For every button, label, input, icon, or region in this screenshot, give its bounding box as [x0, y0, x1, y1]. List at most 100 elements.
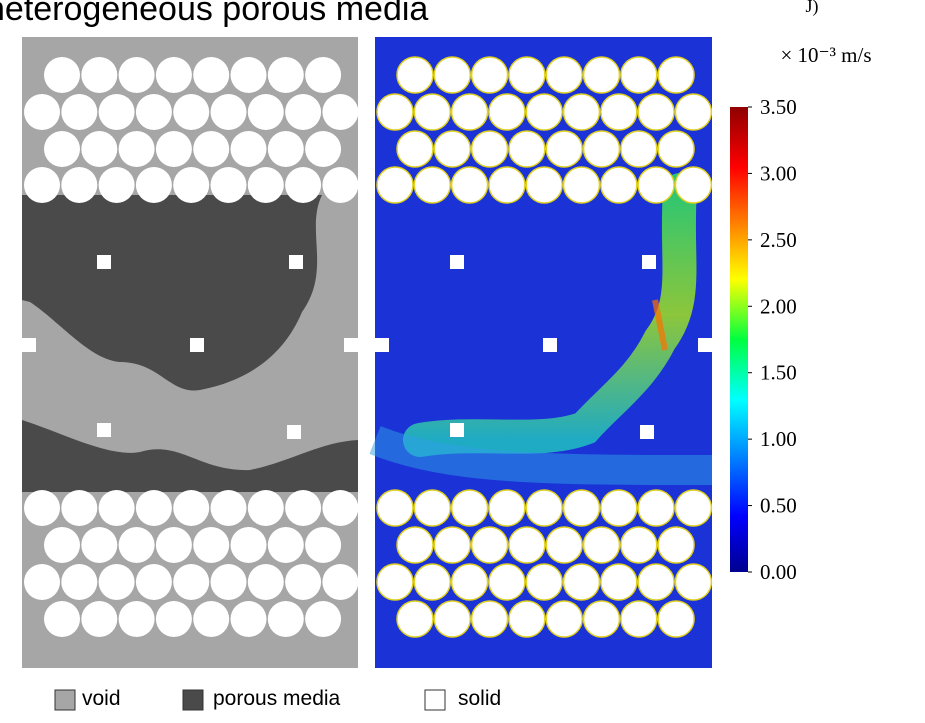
solid-grain [525, 489, 563, 527]
flow-low [369, 426, 713, 485]
solid-grain [450, 93, 489, 131]
solid-grain [135, 94, 172, 130]
left-panel [22, 37, 359, 668]
solid-grain [81, 57, 118, 93]
solid-grain [173, 564, 210, 600]
solid-grain [396, 600, 434, 638]
solid-grain [674, 563, 713, 601]
solid-grain [637, 166, 675, 204]
solid-grain [24, 564, 60, 600]
solid-grain [582, 600, 621, 638]
solid-grain [413, 489, 452, 527]
solid-grain [376, 563, 414, 601]
solid-grain [135, 167, 172, 203]
solid-grain [508, 526, 546, 564]
solid-grain [61, 490, 98, 526]
solid-grain [118, 601, 155, 637]
solid-grain [508, 56, 546, 94]
solid-grain [81, 601, 118, 637]
solid-grain [61, 94, 98, 130]
solid-grain [488, 563, 526, 601]
solid-grain [470, 130, 509, 168]
solid-grain [396, 56, 434, 94]
legend-swatch [182, 689, 204, 711]
solid-grain [24, 167, 60, 203]
legend-label: solid [458, 687, 501, 710]
solid-grain [674, 93, 713, 131]
solid-grain [155, 57, 192, 93]
solid-grain [267, 131, 304, 167]
solid-grain [562, 166, 601, 204]
solid-grain [562, 489, 601, 527]
solid-grain [44, 131, 80, 167]
colorbar-tick-label: 0.50 [760, 494, 797, 518]
solid-grain [44, 57, 80, 93]
solid-block [287, 425, 301, 439]
solid-grain [230, 601, 267, 637]
solid-grain [582, 130, 621, 168]
side-notch [375, 338, 389, 352]
solid-grain [637, 563, 675, 601]
solid-grain [637, 489, 675, 527]
solid-grain [305, 601, 342, 637]
solid-grain [396, 526, 434, 564]
solid-grain [98, 167, 135, 203]
solid-grain [545, 56, 583, 94]
solid-grain [322, 564, 359, 600]
solid-grain [488, 93, 526, 131]
solid-block [450, 255, 464, 269]
solid-grain [620, 600, 658, 638]
legend-label: porous media [213, 687, 341, 710]
solid-grain [674, 489, 713, 527]
solid-grain [674, 166, 713, 204]
solid-grain [267, 57, 304, 93]
solid-grain [600, 93, 638, 131]
solid-grain [582, 56, 621, 94]
solid-grain [562, 563, 601, 601]
solid-block [97, 423, 111, 437]
solid-block [640, 425, 654, 439]
solid-grain [230, 131, 267, 167]
solid-grain [193, 601, 230, 637]
solid-grain [376, 489, 414, 527]
solid-grain [545, 600, 583, 638]
solid-grain [525, 563, 563, 601]
solid-grain [193, 57, 230, 93]
solid-grain [525, 93, 563, 131]
solid-grain [193, 527, 230, 563]
solid-grain [413, 563, 452, 601]
solid-grain [247, 564, 284, 600]
colorbar-tick-label: 2.00 [760, 294, 797, 318]
solid-grain [210, 94, 247, 130]
title: heterogeneous porous media [0, 0, 428, 28]
solid-grain [508, 600, 546, 638]
solid-grain [582, 526, 621, 564]
solid-grain [322, 490, 359, 526]
solid-grain [450, 489, 489, 527]
solid-grain [24, 94, 60, 130]
side-notch [344, 338, 358, 352]
solid-grain [600, 489, 638, 527]
solid-grain [657, 526, 695, 564]
solid-grain [230, 527, 267, 563]
solid-grain [155, 601, 192, 637]
solid-grain [267, 527, 304, 563]
solid-grain [657, 56, 695, 94]
solid-grain [433, 526, 472, 564]
solid-grain [488, 166, 526, 204]
colorbar-tick-label: 1.00 [760, 427, 797, 451]
flow-hot [652, 299, 668, 351]
solid-grain [305, 131, 342, 167]
solid-grain [118, 57, 155, 93]
colorbar-corner: J) [806, 0, 819, 17]
solid-grain [81, 131, 118, 167]
solid-grain [155, 131, 192, 167]
solid-grain [508, 130, 546, 168]
solid-grain [98, 94, 135, 130]
solid-block [289, 255, 303, 269]
solid-grain [433, 56, 472, 94]
solid-grain [620, 526, 658, 564]
solid-block [97, 255, 111, 269]
solid-grain [376, 93, 414, 131]
